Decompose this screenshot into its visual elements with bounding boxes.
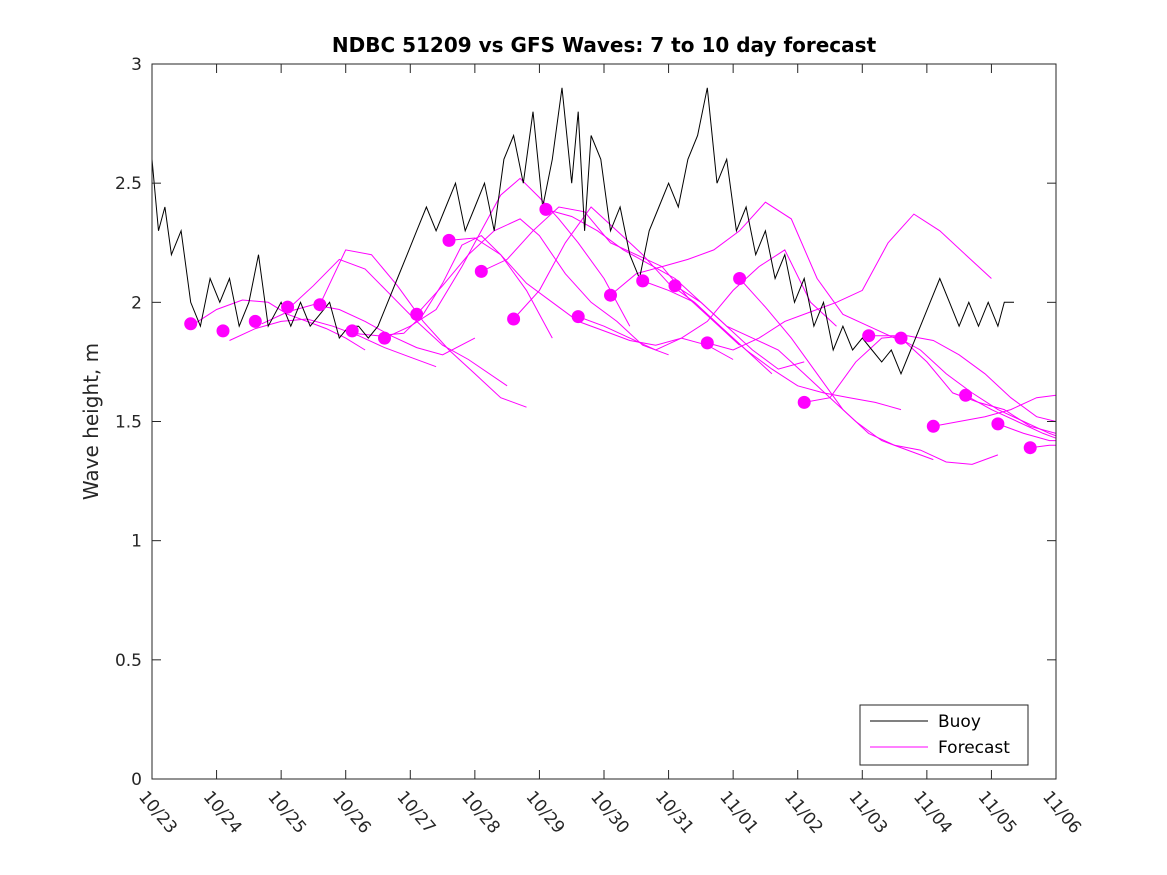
chart-title: NDBC 51209 vs GFS Waves: 7 to 10 day for…: [332, 33, 877, 57]
forecast-marker: [991, 417, 1005, 431]
forecast-marker: [894, 331, 908, 345]
forecast-marker: [959, 388, 973, 402]
forecast-line: [707, 213, 992, 351]
forecast-line: [384, 177, 631, 339]
forecast-marker: [507, 312, 521, 326]
buoy-line: [151, 87, 1014, 376]
legend-box: [859, 704, 1029, 766]
forecast-line: [965, 394, 1057, 439]
y-axis-label: Wave height, m: [79, 343, 103, 500]
y-tick-label: 3: [131, 55, 142, 75]
forecast-line: [997, 423, 1056, 442]
y-tick-label: 0.5: [115, 651, 142, 671]
forecast-marker: [539, 202, 553, 216]
forecast-marker: [410, 307, 424, 321]
forecast-marker: [733, 272, 747, 285]
forecast-marker: [926, 419, 940, 433]
y-tick-label: 1: [131, 532, 142, 552]
forecast-marker: [636, 274, 650, 288]
forecast-line: [804, 335, 1057, 422]
y-tick-label: 2: [131, 293, 142, 313]
forecast-line: [261, 304, 476, 356]
forecast-line: [190, 299, 366, 351]
forecast-line: [739, 278, 999, 465]
forecast-marker: [216, 324, 230, 338]
forecast-marker: [313, 298, 327, 312]
forecast-marker: [604, 288, 617, 302]
legend: Buoy Forecast: [859, 704, 1029, 766]
y-tick-label: 1.5: [115, 413, 142, 433]
forecast-line: [481, 206, 740, 346]
forecast-line: [578, 249, 837, 351]
plot-area: [152, 64, 1056, 779]
forecast-marker: [248, 314, 262, 328]
forecast-marker: [345, 324, 359, 338]
series-layer: [151, 87, 1057, 465]
forecast-marker: [700, 336, 714, 350]
forecast-marker: [668, 279, 682, 293]
forecast-line: [416, 218, 669, 356]
forecast-marker: [571, 310, 585, 324]
forecast-marker: [281, 300, 295, 314]
legend-forecast-label: Forecast: [938, 738, 1010, 758]
forecast-marker: [184, 317, 198, 331]
forecast-line: [933, 394, 1057, 427]
forecast-line: [229, 318, 437, 368]
forecast-marker: [862, 329, 876, 343]
y-tick-label: 0: [131, 770, 142, 790]
y-tick-label: 2.5: [115, 174, 142, 194]
forecast-marker: [442, 233, 456, 247]
forecast-marker: [1023, 441, 1037, 455]
forecast-line: [448, 237, 734, 360]
forecast-marker: [474, 264, 488, 278]
forecast-marker: [797, 395, 811, 409]
forecast-line: [352, 234, 553, 339]
forecast-line: [642, 280, 902, 411]
forecast-line: [319, 249, 527, 408]
forecast-line: [610, 201, 895, 339]
forecast-line: [545, 208, 805, 370]
forecast-marker: [378, 331, 391, 345]
legend-buoy-label: Buoy: [938, 712, 981, 732]
